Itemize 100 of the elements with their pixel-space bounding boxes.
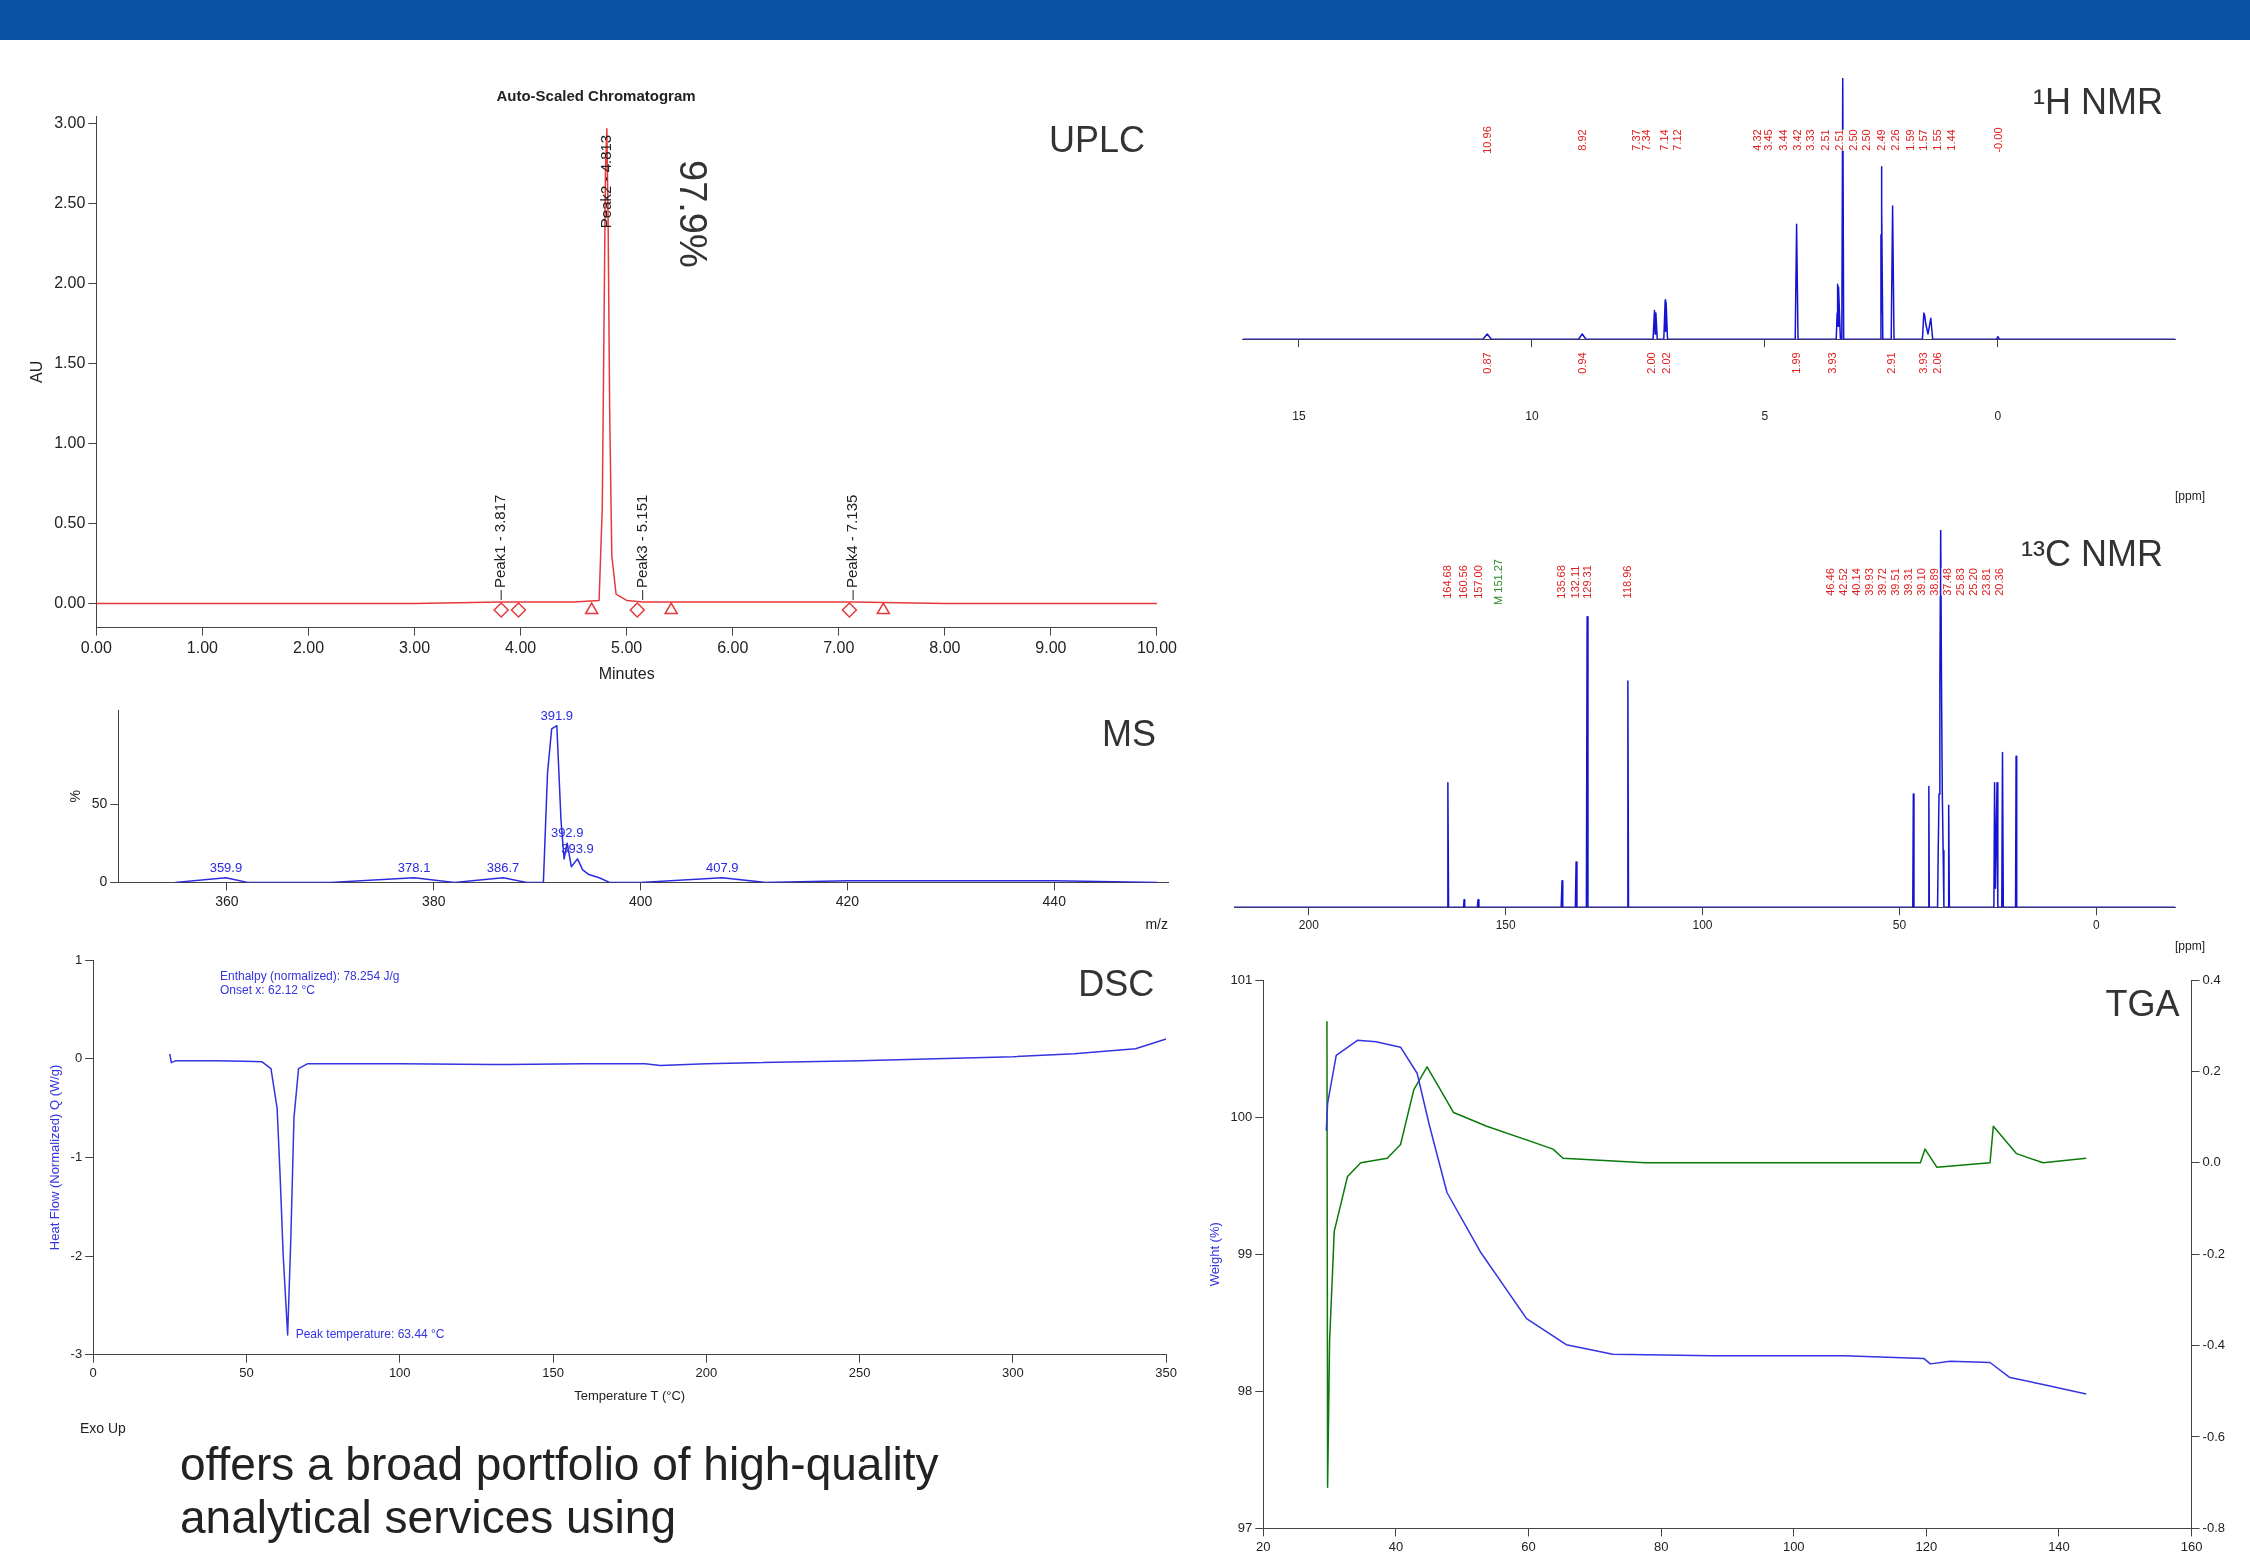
x-tick-label: 1.00 xyxy=(186,638,219,656)
text: offers a broad portfolio of high-quality analytical services using xyxy=(180,1438,940,1544)
y2-tick-label: -0.4 xyxy=(2202,1337,2226,1353)
text: 2.91 xyxy=(1884,352,1897,374)
annotation: Peak2 - 4.813 xyxy=(596,134,614,229)
x-tick-label: 100 xyxy=(1782,1538,1805,1554)
annotation: -0.00 xyxy=(1991,127,2004,153)
y-tick-label: -1 xyxy=(70,1148,83,1164)
annotation: 164.68 xyxy=(1440,565,1453,599)
x-tick-label: 300 xyxy=(1002,1365,1024,1381)
x-tick-label: 5 xyxy=(1761,408,1769,423)
annotation: 25.20 xyxy=(1966,568,1979,596)
text: 0.94 xyxy=(1575,352,1588,374)
annotation: 2.51 xyxy=(1818,129,1831,151)
y-tick-label: 0 xyxy=(74,1050,83,1066)
annotation: 359.9 xyxy=(209,859,243,875)
x-tick-label: 150 xyxy=(1495,917,1516,932)
x-tick-label: 20 xyxy=(1256,1538,1271,1554)
x-tick-label: 0 xyxy=(2092,917,2100,932)
y-axis-title: AU xyxy=(28,360,46,383)
y-tick-label: 97 xyxy=(1237,1519,1253,1535)
annotation: M 151.27 xyxy=(1491,559,1504,605)
annotation: 2.26 xyxy=(1888,129,1901,151)
annotation: 2.50 xyxy=(1859,129,1872,151)
x-axis-title: m/z xyxy=(1145,916,1168,933)
y2-tick-label: -0.6 xyxy=(2202,1428,2226,1444)
annotation: 1.59 xyxy=(1903,129,1916,151)
annotation: 46.46 xyxy=(1823,568,1836,596)
annotation: 160.56 xyxy=(1456,565,1469,599)
x-tick-label: 0 xyxy=(89,1365,97,1381)
y-axis-title: % xyxy=(67,789,84,803)
annotation: 39.10 xyxy=(1914,568,1927,596)
x-tick-label: 160 xyxy=(2180,1538,2203,1554)
annotation: 1.55 xyxy=(1930,129,1943,151)
annotation: 25.83 xyxy=(1953,568,1966,596)
annotation: 20.36 xyxy=(1992,568,2005,596)
annotation: 129.31 xyxy=(1580,565,1593,599)
x-tick-label: 250 xyxy=(848,1365,871,1381)
x-tick-label: 4.00 xyxy=(505,638,537,656)
x-tick-label: 200 xyxy=(1298,917,1320,932)
annotation: 39.72 xyxy=(1875,568,1888,596)
y-tick-label: -3 xyxy=(70,1346,83,1362)
y-tick-label: -2 xyxy=(70,1247,83,1263)
x-tick-label: 440 xyxy=(1042,892,1067,909)
annotation: 386.7 xyxy=(486,859,520,875)
y2-tick-label: -0.8 xyxy=(2202,1519,2226,1535)
x-tick-label: 10.00 xyxy=(1136,638,1178,656)
chart-title: MS xyxy=(1102,712,1156,754)
annotation: 7.12 xyxy=(1670,129,1683,151)
text: 1.99 xyxy=(1789,352,1802,374)
annotation: 39.93 xyxy=(1862,568,1875,596)
annotation: Peak temperature: 63.44 °C xyxy=(295,1327,445,1342)
x-tick-label: 50 xyxy=(239,1365,254,1381)
text: 3.93 xyxy=(1916,352,1929,374)
chart-title: UPLC xyxy=(1048,118,1145,160)
annotation: 132.11 xyxy=(1568,565,1581,599)
chart-subtitle: Auto-Scaled Chromatogram xyxy=(496,87,696,105)
x-tick-label: 100 xyxy=(1692,917,1713,932)
x-tick-label: 8.00 xyxy=(929,638,961,656)
chart-title: ¹H NMR xyxy=(2033,80,2163,122)
y-tick-label: 1.00 xyxy=(54,434,86,452)
x-axis-title: Temperature T (°C) xyxy=(574,1387,686,1403)
annotation: 42.52 xyxy=(1836,568,1849,596)
text: 3.93 xyxy=(1825,352,1838,374)
x-tick-label: 40 xyxy=(1388,1538,1404,1554)
annotation: 118.96 xyxy=(1620,565,1633,599)
annotation: 2.49 xyxy=(1874,129,1887,151)
y-tick-label: 2.00 xyxy=(54,274,86,292)
annotation: 40.14 xyxy=(1849,568,1862,596)
annotation: 2.51 xyxy=(1832,129,1845,151)
x-tick-label: 10 xyxy=(1525,408,1539,423)
annotation: 2.50 xyxy=(1846,129,1859,151)
annotation: Peak1 - 3.817 xyxy=(491,494,509,589)
chart-title: DSC xyxy=(1078,962,1155,1004)
x-tick-label: 150 xyxy=(542,1365,564,1381)
annotation: 39.31 xyxy=(1901,568,1914,596)
chart-title: ¹³C NMR xyxy=(2021,532,2163,574)
x-tick-label: 3.00 xyxy=(398,638,431,656)
annotation: 37.48 xyxy=(1940,568,1953,596)
y-tick-label: 98 xyxy=(1237,1382,1253,1398)
annotation: 7.14 xyxy=(1657,129,1670,151)
annotation: 378.1 xyxy=(397,859,431,875)
annotation: 39.51 xyxy=(1888,568,1901,596)
x-axis-title: Minutes xyxy=(598,664,655,682)
annotation: 3.44 xyxy=(1776,129,1789,151)
x-tick-label: 140 xyxy=(2048,1538,2070,1554)
text: 2.02 xyxy=(1659,352,1672,374)
annotation: 391.9 xyxy=(540,707,574,723)
x-tick-label: 15 xyxy=(1292,408,1306,423)
text: 2.06 xyxy=(1930,352,1943,374)
y-axis-title: Heat Flow (Normalized) Q (W/g) xyxy=(47,1064,63,1251)
annotation: 1.57 xyxy=(1916,129,1929,151)
y2-tick-label: 0.0 xyxy=(2202,1154,2221,1170)
y-tick-label: 101 xyxy=(1230,971,1253,987)
annotation: 3.33 xyxy=(1803,129,1816,151)
y2-tick-label: 0.4 xyxy=(2202,971,2221,987)
x-tick-label: 9.00 xyxy=(1035,638,1067,656)
x-axis-title: [ppm] xyxy=(2175,489,2206,504)
text: Exo Up xyxy=(80,1420,126,1437)
annotation: 97.9% xyxy=(670,160,714,268)
